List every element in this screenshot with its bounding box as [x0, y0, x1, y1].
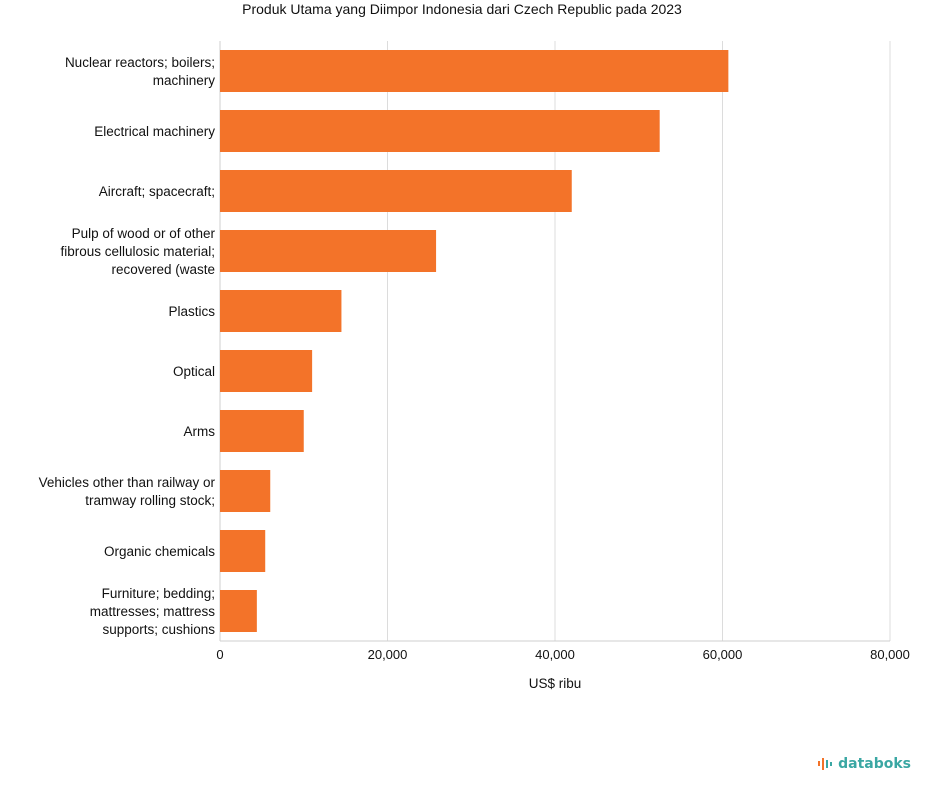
- category-label-line: fibrous cellulosic material;: [60, 244, 215, 259]
- bar[interactable]: [220, 350, 313, 392]
- category-label: Furniture; bedding; mattresses; mattress s…: [90, 586, 216, 637]
- bar[interactable]: [220, 470, 271, 512]
- category-label-line: Pulp of wood or of other: [72, 226, 216, 241]
- x-axis-title: US$ ribu: [529, 676, 582, 691]
- category-label: Nuclear reactors; boilers; machinery: [65, 55, 215, 88]
- category-label-line: Plastics: [168, 304, 215, 319]
- category-label-line: Nuclear reactors; boilers;: [65, 55, 215, 70]
- x-tick-labels: 0 20,000 40,000 60,000 80,000: [216, 647, 910, 662]
- bar[interactable]: [220, 230, 437, 272]
- category-label-line: Aircraft; spacecraft;: [99, 184, 215, 199]
- bars: [220, 50, 729, 632]
- category-label-line: Optical: [173, 364, 215, 379]
- category-label: Optical: [173, 364, 215, 379]
- category-label-line: Furniture; bedding;: [102, 586, 215, 601]
- bar[interactable]: [220, 110, 660, 152]
- category-label-line: machinery: [153, 73, 216, 88]
- category-label-line: Arms: [184, 424, 216, 439]
- bar[interactable]: [220, 530, 266, 572]
- x-tick-label: 40,000: [535, 647, 575, 662]
- category-label-line: Electrical machinery: [94, 124, 215, 139]
- category-label: Aircraft; spacecraft;: [99, 184, 215, 199]
- databoks-logo[interactable]: databoks: [817, 756, 911, 772]
- category-label-line: Organic chemicals: [104, 544, 215, 559]
- category-label-line: tramway rolling stock;: [85, 493, 215, 508]
- category-label: Organic chemicals: [104, 544, 215, 559]
- chart-title: Produk Utama yang Diimpor Indonesia dari…: [242, 1, 682, 17]
- category-label: Electrical machinery: [94, 124, 215, 139]
- x-tick-label: 20,000: [368, 647, 408, 662]
- category-label: Pulp of wood or of other fibrous cellulos…: [60, 226, 215, 277]
- category-label-line: mattresses; mattress: [90, 604, 216, 619]
- category-label-line: supports; cushions: [102, 622, 215, 637]
- category-label: Plastics: [168, 304, 215, 319]
- x-tick-label: 0: [216, 647, 223, 662]
- bar[interactable]: [220, 50, 729, 92]
- bar[interactable]: [220, 170, 572, 212]
- category-label-line: recovered (waste: [111, 262, 215, 277]
- category-labels: Nuclear reactors; boilers; machinery Elect…: [39, 55, 216, 637]
- databoks-logo-icon: [818, 758, 833, 770]
- bar[interactable]: [220, 590, 257, 632]
- category-label: Vehicles other than railway or tramway ro…: [39, 475, 216, 508]
- x-tick-label: 80,000: [870, 647, 910, 662]
- x-tick-label: 60,000: [703, 647, 743, 662]
- bar[interactable]: [220, 410, 304, 452]
- bar[interactable]: [220, 290, 342, 332]
- category-label-line: Vehicles other than railway or: [39, 475, 216, 490]
- category-label: Arms: [184, 424, 216, 439]
- databoks-logo-text: databoks: [838, 756, 911, 772]
